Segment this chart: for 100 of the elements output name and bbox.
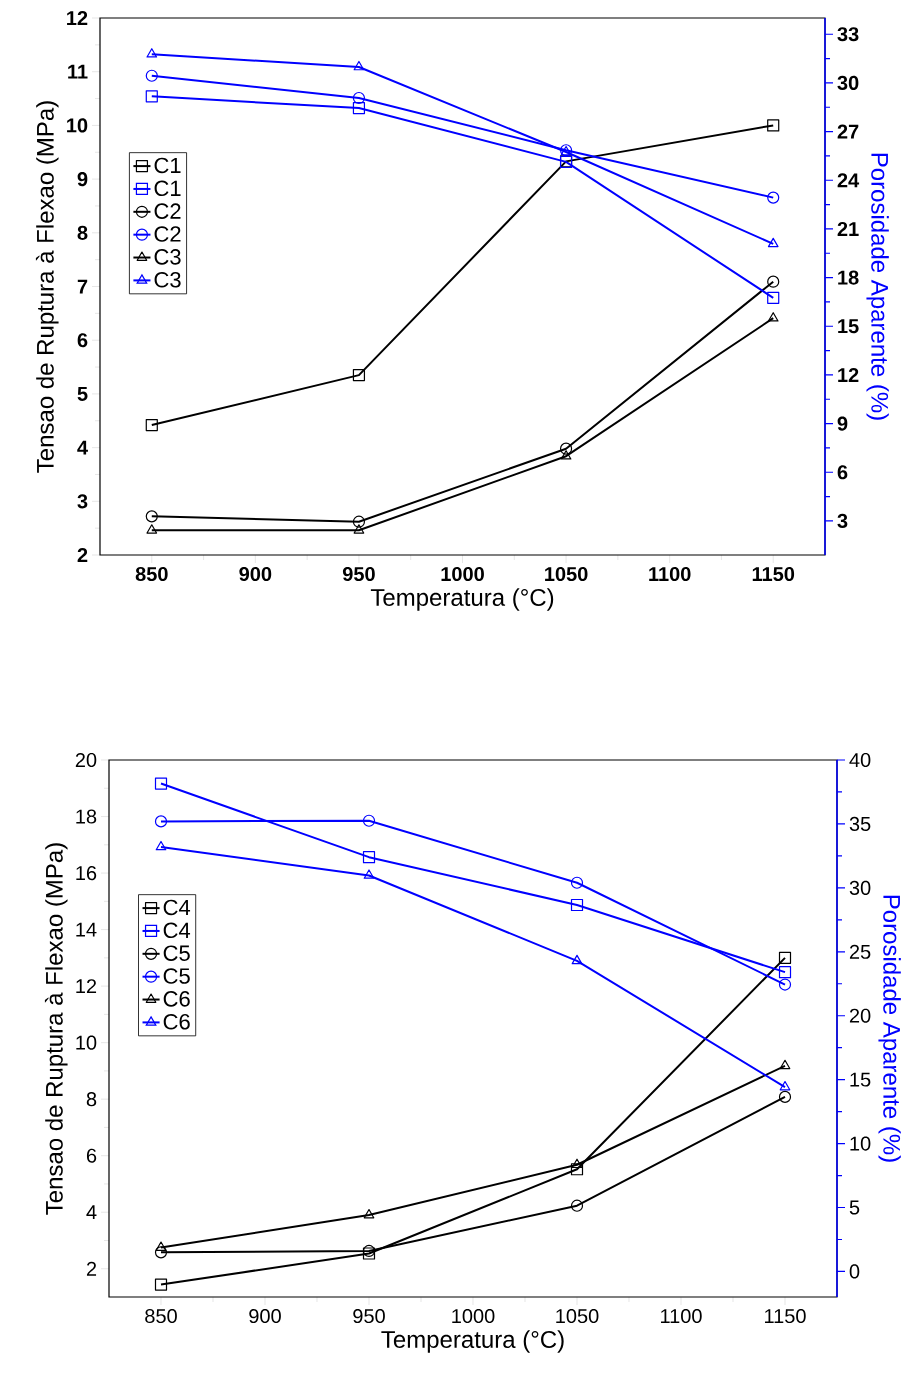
legend-label: C1: [154, 180, 181, 197]
y2-tick-label: 30: [837, 75, 859, 90]
y2-tick-label: 40: [849, 752, 871, 768]
y2-tick-label: 30: [849, 880, 871, 895]
point: [571, 1158, 583, 1169]
x-tick-label: 900: [239, 566, 272, 582]
x-tick-label: 1100: [649, 566, 691, 582]
point: [767, 291, 780, 304]
y2-tick-label: 35: [849, 816, 871, 832]
point: [767, 191, 780, 204]
y-tick-label: 2: [86, 1261, 97, 1276]
y-axis-title: Tensao de Ruptura à Flexao (MPa): [35, 101, 59, 473]
legend-label: C5: [163, 945, 190, 961]
y-tick-label: 16: [76, 865, 97, 881]
point: [145, 69, 158, 82]
y-tick-label: 11: [68, 64, 88, 79]
y2-tick-label: 10: [850, 1136, 871, 1151]
y-tick-label: 18: [76, 809, 97, 824]
y2-tick-label: 0: [849, 1264, 860, 1279]
point: [767, 312, 779, 322]
x-tick-label: 950: [342, 566, 375, 582]
x-tick-label: 1150: [752, 566, 795, 582]
y2-tick-label: 21: [837, 221, 859, 236]
point: [145, 418, 158, 432]
point: [559, 442, 573, 455]
y-tick-label: 7: [77, 279, 88, 294]
y2-tick-label: 20: [849, 1008, 871, 1023]
point: [767, 119, 780, 132]
point: [779, 1080, 791, 1091]
point: [363, 1208, 375, 1219]
point: [146, 524, 158, 534]
y2-tick-label: 33: [837, 27, 859, 42]
y2-tick-label: 27: [837, 124, 859, 139]
point: [570, 1163, 584, 1176]
x-tick-label: 1150: [765, 1308, 806, 1324]
point: [352, 515, 366, 528]
y-tick-label: 4: [77, 440, 88, 455]
x-tick-label: 1000: [441, 566, 484, 582]
point: [154, 777, 168, 790]
point: [145, 90, 158, 103]
point: [352, 369, 366, 382]
point: [155, 840, 167, 851]
point: [571, 954, 583, 965]
point: [154, 1278, 168, 1291]
x-tick-label: 1050: [556, 1308, 599, 1324]
y2-tick-label: 24: [837, 173, 860, 188]
legend-label: C4: [163, 922, 191, 939]
point: [352, 101, 366, 115]
point: [778, 966, 792, 979]
legend-label: C2: [154, 203, 181, 219]
y-tick-label: 8: [86, 1092, 97, 1107]
x-axis-title: Temperatura (°C): [381, 1330, 564, 1353]
y-tick-label: 8: [77, 225, 88, 240]
point: [767, 275, 780, 288]
point: [154, 1246, 168, 1259]
y2-axis-title: Porosidade Aparente (%): [878, 895, 901, 1162]
y2-tick-label: 12: [838, 367, 859, 382]
y2-tick-label: 5: [849, 1200, 860, 1215]
point: [767, 237, 779, 248]
point: [778, 978, 792, 991]
point: [778, 951, 792, 964]
y-tick-label: 6: [86, 1148, 97, 1163]
point: [362, 851, 376, 864]
y-tick-label: 12: [76, 979, 97, 994]
y-tick-label: 4: [86, 1205, 97, 1220]
x-tick-label: 1100: [661, 1308, 702, 1324]
y2-tick-label: 15: [838, 319, 859, 334]
y-tick-label: 5: [77, 386, 88, 401]
y-tick-label: 12: [67, 11, 88, 25]
y-tick-label: 6: [77, 333, 88, 348]
x-axis-title: Temperatura (°C): [370, 588, 554, 611]
y2-tick-label: 3: [837, 513, 848, 529]
point: [778, 1090, 792, 1104]
point: [353, 60, 365, 71]
point: [145, 510, 158, 523]
point: [570, 1199, 584, 1212]
y-tick-label: 14: [76, 922, 97, 937]
legend-label: C4: [163, 899, 191, 916]
x-tick-label: 900: [249, 1308, 281, 1324]
point: [146, 48, 158, 58]
x-tick-label: 850: [135, 566, 168, 582]
point: [570, 876, 584, 889]
legend-label: C3: [154, 271, 181, 288]
legend-label: C3: [154, 249, 181, 265]
point: [570, 898, 584, 912]
y-tick-label: 2: [77, 548, 88, 562]
point: [363, 869, 375, 879]
legend-label: C5: [163, 968, 190, 984]
point: [779, 1059, 791, 1070]
legend-label: C2: [154, 226, 181, 242]
y-tick-label: 20: [75, 752, 97, 768]
y2-axis-title: Porosidade Aparente (%): [866, 153, 889, 420]
y2-tick-label: 6: [837, 465, 848, 480]
y-tick-label: 9: [77, 172, 88, 187]
point: [560, 450, 572, 460]
y2-tick-label: 25: [849, 944, 871, 959]
y-tick-label: 10: [67, 118, 88, 133]
y2-tick-label: 18: [838, 270, 859, 285]
y2-tick-label: 9: [837, 416, 848, 431]
point: [154, 815, 168, 828]
